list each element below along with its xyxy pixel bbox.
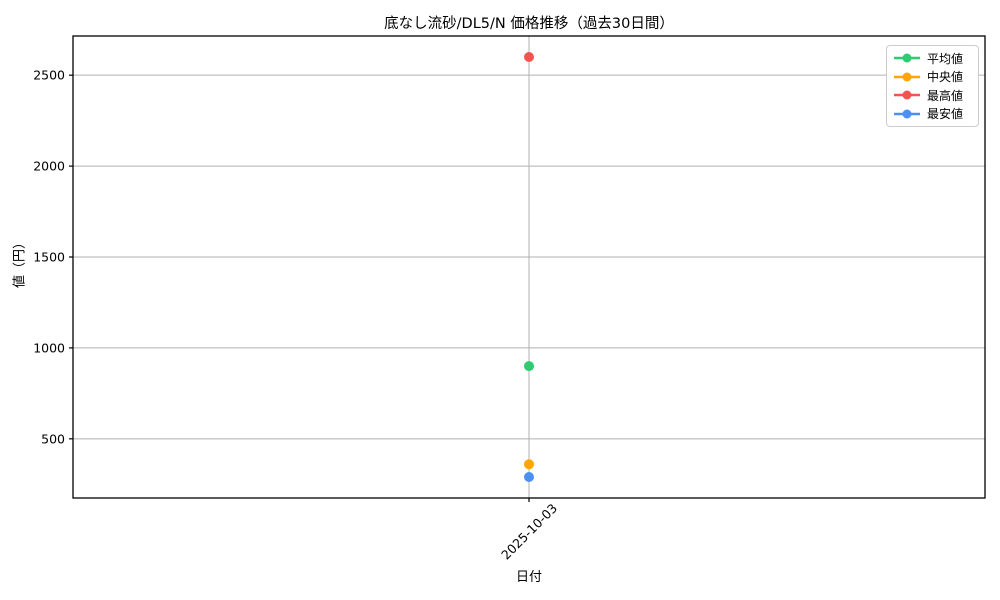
legend-marker-icon [894, 90, 920, 100]
data-point-最安値 [524, 472, 534, 482]
y-tick-label: 500 [41, 431, 65, 446]
legend-label: 中央値 [927, 70, 964, 85]
y-tick-label: 1000 [33, 340, 65, 355]
legend-item: 最安値 [893, 105, 972, 122]
y-tick-label: 1500 [33, 250, 65, 265]
legend-item: 平均値 [893, 50, 972, 67]
legend-label: 平均値 [927, 51, 964, 66]
axes-frame [72, 35, 986, 499]
data-point-中央値 [524, 459, 534, 470]
data-point-平均値 [524, 361, 534, 372]
y-tick-label: 2500 [33, 68, 65, 83]
legend-marker-icon [894, 109, 920, 119]
data-point-最高値 [524, 52, 534, 62]
x-tick-label: 2025-10-03 [498, 501, 560, 563]
legend-label: 最安値 [927, 107, 964, 122]
legend-item: 中央値 [893, 68, 972, 85]
legend-marker-icon [894, 53, 920, 63]
chart-title: 底なし流砂/DL5/N 価格推移（過去30日間） [384, 16, 674, 32]
legend-label: 最高値 [927, 88, 964, 103]
legend-marker-icon [894, 72, 920, 82]
y-tick-label: 2000 [33, 159, 65, 174]
legend-item: 最高値 [893, 87, 972, 104]
y-axis-label: 値（円） [12, 235, 28, 289]
legend: 平均値中央値最高値最安値 [886, 45, 979, 127]
x-axis-label: 日付 [515, 570, 542, 585]
